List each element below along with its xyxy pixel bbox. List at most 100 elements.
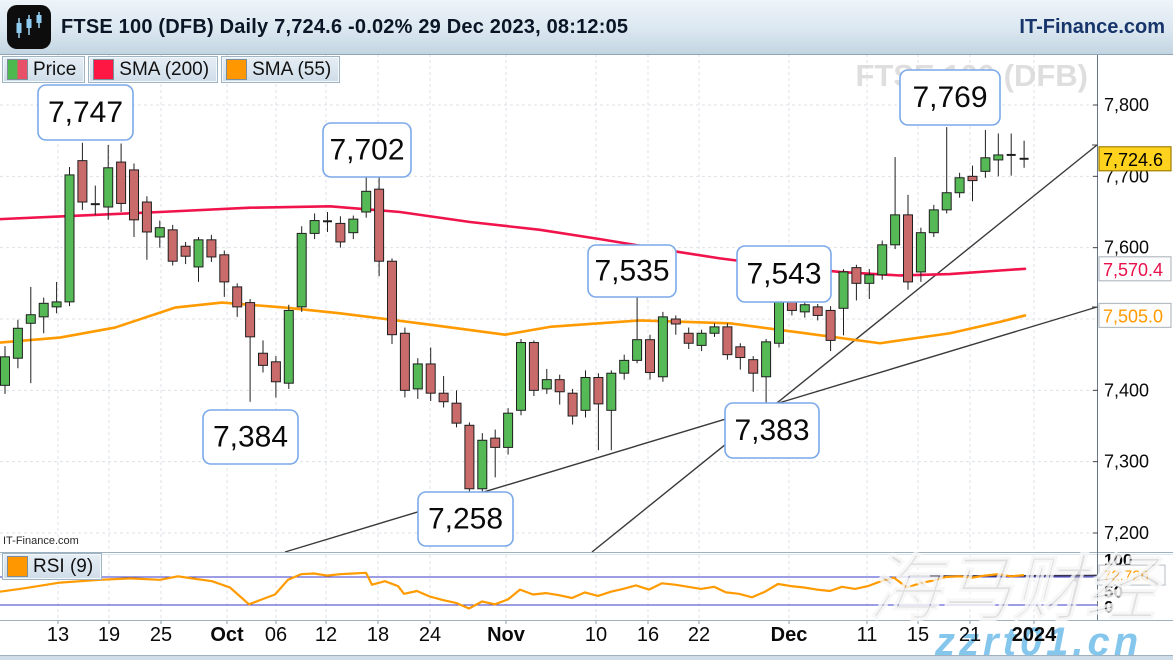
candle-33 bbox=[425, 347, 436, 402]
legend-sma200-chip[interactable]: SMA (200) bbox=[88, 56, 219, 83]
svg-text:7,543: 7,543 bbox=[746, 258, 821, 291]
x-axis-label: Dec bbox=[771, 624, 808, 646]
candle-31 bbox=[399, 327, 410, 398]
candle-59 bbox=[761, 338, 772, 403]
candle-19 bbox=[245, 299, 256, 402]
rsi-swatch-icon bbox=[7, 556, 28, 577]
svg-text:7,724.6: 7,724.6 bbox=[1103, 150, 1163, 170]
candle-21 bbox=[270, 356, 281, 398]
price-axis-label: 7,400 bbox=[1104, 380, 1149, 400]
candle-48 bbox=[619, 354, 630, 380]
watermark-cn-blue: zzrt01.cn bbox=[934, 620, 1142, 660]
grid-layer bbox=[0, 54, 1097, 624]
x-axis-label: 21 bbox=[959, 624, 981, 646]
candle-58 bbox=[748, 356, 759, 392]
svg-text:7,384: 7,384 bbox=[213, 421, 288, 454]
candle-12 bbox=[154, 220, 165, 248]
candle-78 bbox=[1006, 133, 1016, 176]
legend-sma55-label: SMA (55) bbox=[252, 58, 332, 80]
candle-14 bbox=[180, 241, 191, 265]
svg-text:7,535: 7,535 bbox=[594, 255, 669, 288]
legend-rsi-chip[interactable]: RSI (9) bbox=[2, 553, 103, 580]
rsi-value-tag: 72.726 bbox=[1098, 564, 1166, 586]
annotation-7,543[interactable]: 7,543 bbox=[736, 245, 832, 303]
annotation-7,258[interactable]: 7,258 bbox=[417, 491, 514, 547]
candle-20 bbox=[258, 340, 268, 373]
annotation-7,383[interactable]: 7,383 bbox=[724, 402, 820, 459]
candle-41 bbox=[528, 340, 539, 397]
candle-11 bbox=[141, 196, 152, 260]
x-axis-label: 18 bbox=[367, 624, 389, 646]
svg-text:0: 0 bbox=[1104, 598, 1113, 617]
x-axis-label: 15 bbox=[907, 624, 929, 646]
x-axis-label: 06 bbox=[265, 624, 287, 646]
candle-37 bbox=[477, 433, 488, 492]
annotation-7,384[interactable]: 7,384 bbox=[202, 409, 299, 465]
candle-49 bbox=[632, 293, 643, 364]
candle-46 bbox=[593, 373, 604, 451]
candle-3 bbox=[38, 297, 49, 334]
candle-69 bbox=[890, 157, 901, 250]
candle-77 bbox=[993, 133, 1004, 177]
sma55-swatch-icon bbox=[226, 59, 248, 80]
candle-73 bbox=[941, 127, 952, 214]
x-axis-label: 10 bbox=[585, 624, 607, 646]
candle-8 bbox=[103, 144, 114, 220]
candle-34 bbox=[438, 376, 449, 408]
price-tags-layer: 7,724.6 7,570.4 7,505.0 bbox=[1098, 146, 1172, 329]
candle-24 bbox=[309, 213, 320, 240]
candle-27 bbox=[348, 215, 359, 240]
app-logo-candlestick-icon[interactable] bbox=[7, 5, 51, 49]
candles-layer bbox=[0, 127, 1029, 492]
candle-10 bbox=[129, 163, 139, 237]
candle-26 bbox=[335, 216, 346, 248]
annotation-7,702[interactable]: 7,702 bbox=[322, 122, 412, 178]
brand-link[interactable]: IT-Finance.com bbox=[1019, 15, 1165, 38]
candle-9 bbox=[116, 143, 127, 212]
price-swatch-icon bbox=[7, 59, 28, 80]
candle-39 bbox=[503, 408, 514, 455]
candle-51 bbox=[657, 311, 668, 382]
annotation-7,769[interactable]: 7,769 bbox=[899, 69, 1001, 126]
annotation-7,535[interactable]: 7,535 bbox=[587, 244, 677, 298]
candle-25 bbox=[323, 211, 332, 232]
candle-64 bbox=[825, 306, 836, 352]
x-axis-label: 19 bbox=[98, 624, 120, 646]
candle-55 bbox=[709, 323, 720, 337]
candle-23 bbox=[296, 226, 307, 312]
candle-75 bbox=[967, 165, 978, 202]
sma200-tag: 7,570.4 bbox=[1098, 256, 1172, 282]
svg-text:7,383: 7,383 bbox=[734, 414, 809, 447]
legend-price-chip[interactable]: Price bbox=[2, 56, 86, 83]
sma55-tag: 7,505.0 bbox=[1098, 302, 1172, 329]
svg-text:7,258: 7,258 bbox=[428, 503, 503, 536]
candle-38 bbox=[490, 429, 501, 478]
candle-74 bbox=[954, 172, 965, 198]
candle-42 bbox=[541, 368, 552, 394]
candle-68 bbox=[877, 240, 888, 280]
candle-65 bbox=[838, 269, 849, 336]
legend-sma55-chip[interactable]: SMA (55) bbox=[221, 56, 341, 83]
svg-text:50: 50 bbox=[1104, 583, 1123, 602]
sma200-line bbox=[0, 204, 1027, 277]
annotation-7,747[interactable]: 7,747 bbox=[37, 84, 134, 141]
sma55-line bbox=[0, 301, 1027, 345]
candle-30 bbox=[387, 258, 397, 344]
candle-53 bbox=[683, 327, 694, 349]
candle-32 bbox=[412, 358, 423, 399]
candle-16 bbox=[206, 234, 217, 262]
x-axis-label: 11 bbox=[857, 624, 878, 646]
x-axis-label: Oct bbox=[210, 624, 244, 646]
candle-29 bbox=[374, 174, 385, 277]
candle-1 bbox=[12, 319, 23, 369]
candle-66 bbox=[851, 264, 862, 301]
x-axis-labels: 13 19 25 Oct 06 12 18 24 Nov 10 16 22 Dec 11 15 21 2024 bbox=[47, 624, 1057, 646]
x-axis-label: 25 bbox=[150, 624, 172, 646]
candle-4 bbox=[51, 281, 62, 314]
candle-76 bbox=[980, 129, 991, 178]
candle-62 bbox=[799, 300, 810, 318]
x-axis-label: 24 bbox=[419, 624, 441, 646]
